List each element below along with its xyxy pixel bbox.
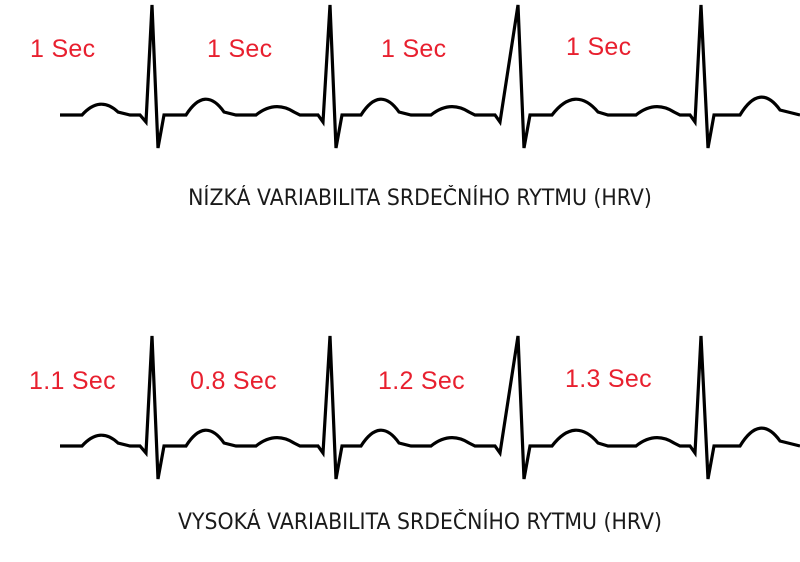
- interval-label: 1.2 Sec: [378, 367, 465, 395]
- high-hrv-panel: 1.1 Sec 0.8 Sec 1.2 Sec 1.3 Sec VYSOKÁ V…: [0, 331, 800, 562]
- ecg-trace-line: [60, 335, 800, 480]
- interval-label: 1 Sec: [566, 33, 632, 61]
- ecg-trace-low: [60, 4, 800, 149]
- ecg-trace-high: [60, 335, 800, 480]
- low-hrv-panel: 1 Sec 1 Sec 1 Sec 1 Sec NÍZKÁ VARIABILIT…: [0, 0, 800, 225]
- interval-label: 1.1 Sec: [29, 367, 116, 395]
- high-hrv-caption: VYSOKÁ VARIABILITA SRDEČNÍHO RYTMU (HRV): [178, 510, 662, 535]
- interval-label: 1 Sec: [381, 35, 447, 63]
- interval-label: 0.8 Sec: [190, 367, 277, 395]
- interval-label: 1.3 Sec: [565, 365, 652, 393]
- ecg-trace-line: [60, 4, 800, 149]
- low-hrv-caption: NÍZKÁ VARIABILITA SRDEČNÍHO RYTMU (HRV): [188, 186, 652, 211]
- interval-label: 1 Sec: [207, 35, 273, 63]
- interval-label: 1 Sec: [30, 35, 96, 63]
